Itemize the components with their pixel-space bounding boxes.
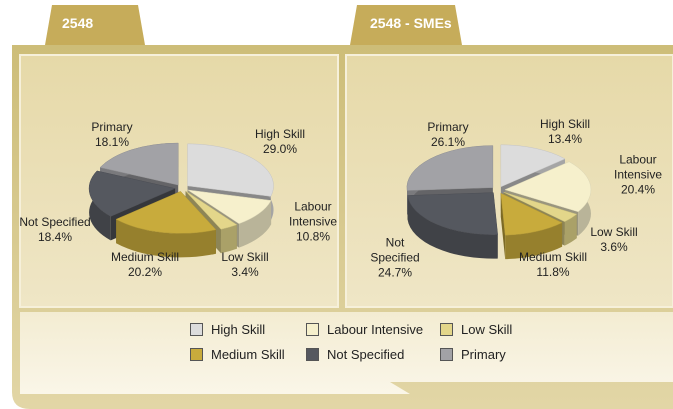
value-label: 20.2% <box>127 265 163 279</box>
legend-item: Primary <box>440 347 506 362</box>
legend-item: Labour Intensive <box>306 322 423 337</box>
legend-swatch <box>190 323 203 336</box>
value-label: 18.4% <box>37 230 73 244</box>
category-label: Labour Intensive <box>613 152 663 182</box>
data-label: Not Specified 18.4% <box>5 215 105 245</box>
data-label: Primary 26.1% <box>408 120 488 150</box>
legend-swatch <box>440 323 453 336</box>
pie-slice <box>504 161 592 213</box>
data-label: Medium Skill 11.8% <box>508 250 598 280</box>
category-label: Not Specified <box>19 215 91 229</box>
tab <box>45 5 145 45</box>
slice-side <box>220 224 237 254</box>
legend-item: Low Skill <box>440 322 512 337</box>
slice-side <box>500 193 506 260</box>
value-label: 24.7% <box>377 265 413 280</box>
data-label: High Skill 29.0% <box>240 127 320 157</box>
data-label: Low Skill 3.6% <box>584 225 644 255</box>
legend-label: Primary <box>461 347 506 362</box>
pie-slice <box>407 192 498 235</box>
category-label: High Skill <box>254 127 305 141</box>
pie-slice <box>500 192 563 236</box>
value-label: 3.4% <box>231 265 259 279</box>
legend-item: Medium Skill <box>190 347 285 362</box>
pie-slice <box>187 189 272 224</box>
pie-slice <box>88 170 176 217</box>
value-label: 10.8% <box>295 229 331 244</box>
category-label: Not Specified <box>370 235 420 265</box>
legend-swatch <box>190 348 203 361</box>
slice-side <box>239 200 272 248</box>
pie-slice <box>115 191 217 234</box>
category-label: Primary <box>427 120 469 134</box>
data-label: Low Skill 3.4% <box>210 250 280 280</box>
slice-side <box>505 222 563 260</box>
legend-swatch <box>306 348 319 361</box>
legend-swatch <box>440 348 453 361</box>
category-label: Low Skill <box>590 225 638 239</box>
legend-item: High Skill <box>190 322 265 337</box>
legend-label: Low Skill <box>461 322 513 337</box>
pie-slice <box>187 143 274 197</box>
category-label: Medium Skill <box>110 250 179 264</box>
data-label: Labour Intensive 20.4% <box>608 153 668 198</box>
data-label: Medium Skill 20.2% <box>100 250 190 280</box>
value-label: 3.6% <box>600 240 628 254</box>
data-label: Not Specified 24.7% <box>365 236 425 281</box>
chart-title: 2548 - SMEs <box>370 15 452 31</box>
data-label: High Skill 13.4% <box>525 117 605 147</box>
category-label: Labour Intensive <box>288 199 338 229</box>
category-label: High Skill <box>539 117 590 131</box>
value-label: 18.1% <box>94 135 130 149</box>
category-label: Low Skill <box>221 250 269 264</box>
pie-slice <box>500 144 566 188</box>
value-label: 20.4% <box>620 182 656 197</box>
pie-slice <box>99 142 179 186</box>
legend-label: Labour Intensive <box>327 322 424 337</box>
category-label: Medium Skill <box>518 250 587 264</box>
pie-slice <box>185 190 238 230</box>
legend-swatch <box>306 323 319 336</box>
tab <box>350 5 462 45</box>
value-label: 13.4% <box>547 132 583 146</box>
chart-title: 2548 <box>62 15 94 31</box>
legend-label: Not Specified <box>327 347 405 362</box>
slice-side <box>564 214 577 246</box>
pie-slice <box>406 145 494 191</box>
pie-slice <box>503 191 578 222</box>
legend-label: High Skill <box>211 322 266 337</box>
chart-area <box>19 54 339 308</box>
slice-side <box>407 195 498 259</box>
value-label: 11.8% <box>536 265 570 279</box>
legend-area <box>20 312 673 394</box>
category-label: Primary <box>91 120 133 134</box>
value-label: 29.0% <box>262 142 298 156</box>
value-label: 26.1% <box>430 135 466 149</box>
data-label: Primary 18.1% <box>72 120 152 150</box>
legend-label: Medium Skill <box>211 347 285 362</box>
data-label: Labour Intensive 10.8% <box>278 200 348 245</box>
legend-item: Not Specified <box>306 347 404 362</box>
